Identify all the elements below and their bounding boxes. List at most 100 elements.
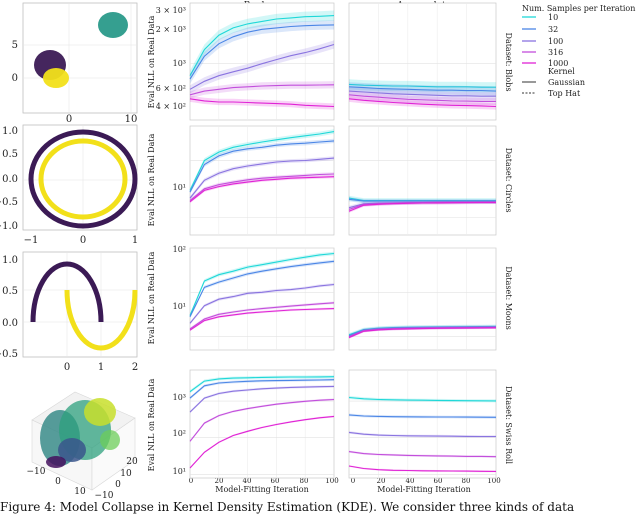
ylabel-circles: Eval NLL on Real Data (147, 133, 156, 226)
dataset-blobs-replace-series-10-line (189, 15, 335, 76)
dataset-blobs-accumulate-series-10-line (348, 83, 496, 88)
dataset-blobs-accumulate-series-100-band (349, 87, 496, 101)
dataset-swiss-roll-accumulate-series-316-line (348, 451, 497, 458)
dataset-blobs-accumulate-series-32-line (348, 86, 497, 92)
dataset-circles-replace-series-316-line (189, 173, 335, 201)
dataset-swiss-roll-accumulate-series-100-line (348, 431, 496, 438)
dataset-circles-replace-chart (189, 125, 335, 236)
dataset-circles-accumulate-chart (348, 125, 497, 236)
legend-label-1000: 1000 (548, 59, 568, 68)
dataset-blobs-replace-frame (189, 2, 335, 121)
legend-label-100: 100 (548, 37, 563, 46)
moons-ytick-neg0.5: −0.5 (0, 349, 18, 360)
nll-line-charts (189, 2, 497, 479)
dataset-swiss-roll-accumulate-series-32-line (348, 414, 497, 418)
dataset-circles-replace-series-100-line (189, 157, 335, 199)
ytick-blobs-2e3: 2 × 10³ (156, 25, 186, 34)
dataset-blobs-accumulate-chart (348, 2, 497, 121)
dataset-blobs-accumulate-series-32-band (349, 82, 496, 96)
swiss-roll-3d-panel: −10 0 10 20 10 0 −10 (27, 391, 138, 501)
dataset-circles-accumulate-series-1000-line (348, 201, 496, 212)
dataset-swiss-roll-accumulate-chart (348, 369, 497, 479)
dataset-circles-replace-series-100-band (190, 156, 334, 201)
ytick-swiss-1e3: 10³ (173, 393, 186, 402)
ytick-blobs-6e2: 6 × 10² (156, 84, 186, 93)
dataset-swiss-roll-replace-frame (189, 369, 335, 479)
moons-ytick-1.0: 1.0 (2, 255, 18, 266)
dataset-moons-replace-chart (189, 247, 335, 351)
dataset-swiss-roll-replace-series-32-band (190, 378, 334, 400)
dataset-blobs-accumulate-series-100-line (348, 90, 496, 97)
row-label-moons: Dataset: Moons (504, 266, 513, 330)
circles-scatter-panel: 1.0 0.5 0.0 −0.5 −1.0 −1 0 1 (0, 124, 138, 246)
dataset-swiss-roll-replace-series-32-line (189, 379, 335, 399)
ytick-moons-1e1: 10¹ (173, 302, 186, 311)
xtick-replace-80: 80 (300, 477, 309, 485)
dataset-circles-replace-series-1000-band (190, 175, 334, 204)
row-label-blobs: Dataset: Blobs (504, 33, 513, 92)
dataset-swiss-roll-replace-chart (189, 369, 335, 479)
dataset-blobs-replace-series-316-line (189, 84, 335, 96)
legend-title-samples: Num. Samples per Iteration (522, 4, 635, 13)
circles-ytick-neg1.0: −1.0 (0, 221, 18, 232)
swiss-tick-b: 0 (55, 477, 61, 487)
xlabel-replace: Model-Fitting Iteration (215, 485, 308, 494)
dataset-blobs-replace-series-32-line (189, 24, 335, 80)
legend-label-gaussian: Gaussian (548, 78, 585, 87)
dataset-circles-replace-series-1000-line (189, 176, 335, 203)
dataset-circles-accumulate-series-10-line (348, 197, 496, 202)
dataset-moons-accumulate-series-1000-line (348, 327, 497, 339)
swiss-tick-g: −10 (95, 491, 114, 501)
moons-xtick-1: 1 (98, 362, 104, 373)
xtick-acc-80: 80 (462, 477, 471, 485)
ylabel-swiss-roll: Eval NLL on Real Data (147, 378, 156, 471)
figure-caption: Figure 4: Model Collapse in Kernel Densi… (0, 500, 575, 514)
dataset-blobs-accumulate-series-1000-band (349, 95, 496, 110)
dataset-blobs-replace-series-1000-line (189, 98, 335, 108)
row-label-circles: Dataset: Circles (504, 148, 513, 213)
xticks-replace-bottom: 0 20 40 60 80 100 (189, 477, 339, 485)
dataset-swiss-roll-accumulate-frame (348, 369, 497, 479)
blobs-scatter-panel: 5 0 0 10 (12, 2, 138, 125)
xtick-replace-100: 100 (325, 477, 338, 485)
blobs-ytick-0: 0 (12, 73, 18, 84)
xtick-replace-0: 0 (189, 477, 193, 485)
blobs-xtick-0: 0 (66, 114, 72, 125)
ytick-blobs-3e3: 3 × 10³ (156, 6, 186, 15)
circles-xtick-1: 1 (132, 235, 138, 246)
legend-label-10: 10 (548, 13, 558, 22)
legend-label-316: 316 (548, 48, 563, 57)
dataset-moons-replace-series-316-line (189, 302, 335, 330)
moons-ytick-0.0: 0.0 (2, 318, 18, 329)
xtick-replace-40: 40 (243, 477, 252, 485)
dataset-swiss-roll-replace-series-10-band (190, 375, 334, 394)
dataset-circles-replace-series-32-band (190, 138, 334, 195)
xtick-replace-20: 20 (215, 477, 224, 485)
xticks-accumulate-bottom: 0 20 40 60 80 100 (351, 477, 501, 485)
dataset-blobs-replace-chart (189, 2, 335, 121)
dataset-swiss-roll-accumulate-series-1000-line (348, 465, 497, 472)
dataset-moons-replace-series-10-line (189, 252, 335, 316)
dataset-swiss-roll-replace-series-316-line (189, 398, 335, 442)
blobs-ytick-5: 5 (12, 40, 18, 51)
dataset-circles-accumulate-frame (348, 125, 497, 236)
dataset-blobs-replace-series-32-band (190, 20, 334, 84)
dataset-blobs-accumulate-series-316-line (348, 94, 496, 102)
xtick-acc-20: 20 (377, 477, 386, 485)
ylabel-moons: Eval NLL on Real Data (147, 251, 156, 344)
ytick-swiss-1e1: 10¹ (173, 467, 186, 476)
legend-label-tophat: Top Hat (548, 89, 581, 98)
dataset-moons-replace-series-1000-line (189, 308, 335, 331)
dataset-swiss-roll-accumulate-series-10-line (348, 396, 497, 402)
moons-xtick-2: 2 (132, 362, 138, 373)
xtick-replace-60: 60 (271, 477, 280, 485)
dataset-circles-replace-series-32-line (189, 140, 335, 193)
dataset-swiss-roll-replace-series-10-line (189, 376, 335, 393)
swiss-tick-a: −10 (27, 467, 46, 477)
ytick-blobs-1e3: 10³ (173, 59, 186, 68)
dataset-moons-replace-series-316-band (190, 301, 334, 331)
dataset-moons-accumulate-frame (348, 247, 497, 351)
swiss-tick-e: 10 (120, 469, 132, 479)
dataset-moons-replace-series-32-line (189, 260, 335, 318)
